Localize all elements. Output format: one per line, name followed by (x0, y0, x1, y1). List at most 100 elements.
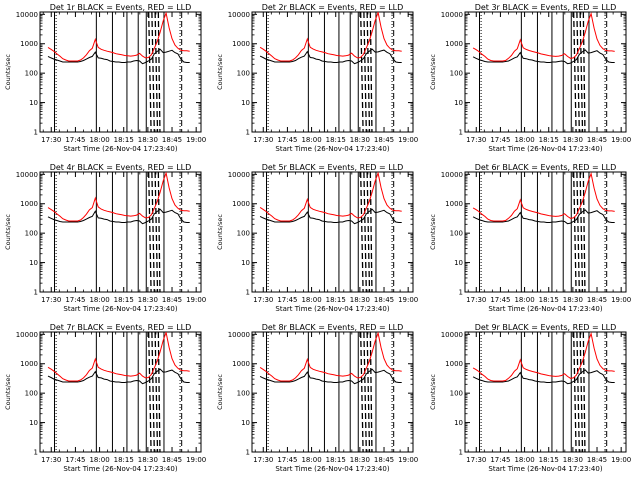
y-tick-label: 1000 (20, 360, 38, 368)
y-tick-label: 10000 (228, 171, 250, 179)
x-tick-label: 19:00 (611, 456, 631, 464)
x-tick-label: 18:00 (301, 456, 321, 464)
x-tick-label: 18:15 (114, 456, 134, 464)
x-tick-label: 17:30 (466, 296, 486, 304)
panel-det-2: Det 2r BLACK = Events, RED = LLD 1 10 100 10… (216, 3, 418, 153)
x-tick-label: 17:30 (466, 136, 486, 144)
dashed-marker-line (360, 331, 364, 453)
dashed-marker-line (582, 11, 586, 133)
y-tick-label: 1000 (445, 40, 463, 48)
plot-frame (464, 171, 627, 293)
x-tick-label: 18:45 (374, 136, 394, 144)
x-tick-label: 18:15 (114, 296, 134, 304)
panel-det-8: Det 8r BLACK = Events, RED = LLD 1 10 100 10… (216, 323, 418, 473)
x-axis-title: Start Time (26-Nov-04 17:23:40) (275, 465, 389, 473)
panel-det-7: Det 7r BLACK = Events, RED = LLD 1 10 100 10… (4, 323, 206, 473)
y-tick-label: 1000 (232, 40, 250, 48)
y-tick-label: 10000 (228, 11, 250, 19)
x-tick-label: 17:45 (490, 456, 510, 464)
y-tick-label: 100 (450, 390, 463, 398)
x-axis-title: Start Time (26-Nov-04 17:23:40) (63, 145, 177, 153)
panel-det-3: Det 3r BLACK = Events, RED = LLD 1 10 100 10… (429, 3, 631, 153)
dashed-marker-line (154, 11, 159, 133)
x-tick-label: 18:30 (138, 136, 158, 144)
x-tick-label: 18:15 (114, 136, 134, 144)
dashed-marker-line (369, 11, 373, 133)
dashed-marker-line (366, 331, 371, 453)
x-tick-label: 19:00 (186, 296, 206, 304)
x-tick-label: 17:45 (65, 456, 85, 464)
y-tick-label: 1 (246, 289, 250, 297)
plot-frame (464, 331, 627, 453)
x-tick-label: 19:00 (398, 456, 418, 464)
y-axis-title: Counts/sec (429, 214, 437, 250)
y-tick-label: 100 (237, 70, 250, 78)
y-tick-label: 10000 (16, 331, 38, 339)
dashed-marker-line (579, 171, 584, 293)
plot-frame (251, 171, 414, 293)
y-tick-label: 1 (459, 129, 463, 137)
x-axis-title: Start Time (26-Nov-04 17:23:40) (488, 465, 602, 473)
x-axis-title: Start Time (26-Nov-04 17:23:40) (275, 145, 389, 153)
y-tick-label: 1000 (232, 360, 250, 368)
x-tick-label: 17:45 (490, 296, 510, 304)
y-tick-label: 10000 (441, 331, 463, 339)
dashed-marker-line (148, 171, 152, 293)
dashed-marker-line (369, 331, 373, 453)
y-tick-label: 1000 (445, 200, 463, 208)
dashed-marker-line (582, 331, 586, 453)
series-events-line (47, 208, 190, 225)
dashed-marker-line (154, 331, 159, 453)
y-axis-title: Counts/sec (4, 214, 12, 250)
x-tick-label: 18:30 (563, 296, 583, 304)
series-lld-line (259, 12, 402, 62)
x-axis-title: Start Time (26-Nov-04 17:23:40) (63, 465, 177, 473)
y-tick-label: 10 (241, 99, 250, 107)
dashed-marker-line (148, 331, 152, 453)
dashed-marker-line (576, 171, 580, 293)
dashed-marker-line (363, 331, 367, 453)
dashed-marker-line (154, 171, 159, 293)
y-tick-label: 10 (29, 99, 38, 107)
x-tick-label: 18:00 (301, 296, 321, 304)
y-tick-label: 1000 (20, 40, 38, 48)
dashed-marker-line (582, 171, 586, 293)
dashed-marker-line (157, 171, 161, 293)
x-tick-label: 18:00 (89, 136, 109, 144)
y-axis-title: Counts/sec (4, 54, 12, 90)
x-tick-label: 17:30 (41, 136, 61, 144)
x-tick-label: 17:30 (253, 136, 273, 144)
dashed-marker-line (360, 171, 364, 293)
plot-frame (251, 11, 414, 133)
x-tick-label: 17:30 (253, 296, 273, 304)
plot-frame (39, 171, 202, 293)
y-tick-label: 100 (237, 390, 250, 398)
x-tick-label: 18:30 (138, 456, 158, 464)
dashed-marker-line (363, 11, 367, 133)
x-tick-label: 17:45 (490, 136, 510, 144)
y-tick-label: 10000 (228, 331, 250, 339)
y-axis-title: Counts/sec (429, 374, 437, 410)
series-events-line (472, 209, 615, 225)
x-tick-label: 19:00 (186, 136, 206, 144)
y-tick-label: 10 (454, 99, 463, 107)
y-tick-label: 100 (25, 390, 38, 398)
y-tick-label: 1 (246, 449, 250, 457)
series-events-line (47, 368, 190, 385)
x-tick-label: 18:15 (326, 136, 346, 144)
x-tick-label: 18:45 (374, 296, 394, 304)
y-tick-label: 1000 (20, 200, 38, 208)
series-lld-line (259, 332, 402, 382)
y-axis-title: Counts/sec (216, 374, 224, 410)
x-tick-label: 19:00 (398, 136, 418, 144)
dashed-marker-line (576, 331, 580, 453)
x-tick-label: 17:30 (466, 456, 486, 464)
dashed-marker-line (366, 11, 371, 133)
dashed-marker-line (579, 11, 584, 133)
series-lld-line (472, 172, 615, 222)
x-tick-label: 19:00 (611, 296, 631, 304)
y-tick-label: 1 (34, 289, 38, 297)
y-tick-label: 10 (29, 419, 38, 427)
x-tick-label: 19:00 (398, 296, 418, 304)
